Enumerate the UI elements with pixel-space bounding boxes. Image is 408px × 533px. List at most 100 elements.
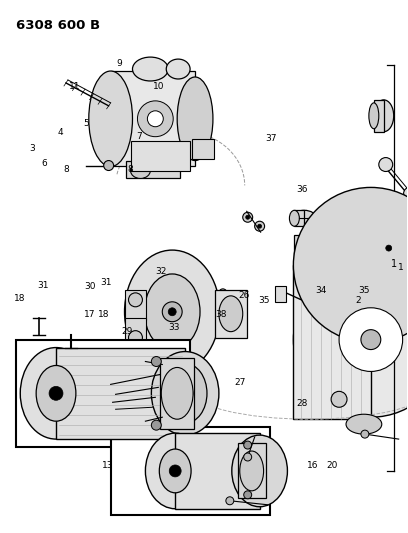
Ellipse shape <box>161 367 193 419</box>
Ellipse shape <box>289 211 299 226</box>
Bar <box>175 433 259 508</box>
Bar <box>111 71 195 166</box>
Circle shape <box>257 224 262 228</box>
Text: 26: 26 <box>206 377 217 386</box>
Text: 14: 14 <box>157 443 169 453</box>
Bar <box>192 139 214 158</box>
Bar <box>238 443 266 498</box>
Ellipse shape <box>20 348 92 439</box>
Text: 7: 7 <box>136 132 142 141</box>
Circle shape <box>211 290 219 298</box>
Ellipse shape <box>369 103 379 129</box>
Circle shape <box>255 221 264 231</box>
Text: 37: 37 <box>265 134 277 143</box>
Ellipse shape <box>346 414 382 434</box>
Ellipse shape <box>145 433 205 508</box>
Circle shape <box>129 293 142 307</box>
Text: 1: 1 <box>390 259 397 269</box>
Text: 15: 15 <box>41 376 53 385</box>
Circle shape <box>243 212 253 222</box>
Circle shape <box>168 308 176 316</box>
Text: 23: 23 <box>157 370 169 379</box>
Text: 27: 27 <box>234 377 245 386</box>
Text: 16: 16 <box>307 461 318 470</box>
Circle shape <box>361 430 369 438</box>
Text: 2: 2 <box>355 296 361 305</box>
Text: 33: 33 <box>168 323 180 332</box>
Circle shape <box>147 111 163 127</box>
Ellipse shape <box>177 77 213 160</box>
Text: 4: 4 <box>58 128 63 138</box>
Text: 24: 24 <box>185 401 197 410</box>
Circle shape <box>382 241 396 255</box>
Circle shape <box>386 245 392 251</box>
Bar <box>124 290 146 320</box>
Circle shape <box>361 330 381 350</box>
Ellipse shape <box>151 352 219 435</box>
Circle shape <box>177 385 193 401</box>
Text: 11: 11 <box>69 82 81 91</box>
Ellipse shape <box>159 449 191 493</box>
Ellipse shape <box>133 57 168 81</box>
Text: 5: 5 <box>84 119 89 128</box>
Circle shape <box>379 158 393 172</box>
Circle shape <box>137 101 173 136</box>
Circle shape <box>339 308 403 372</box>
Bar <box>126 160 180 179</box>
Bar <box>374 100 384 132</box>
Text: 38: 38 <box>215 310 227 319</box>
Ellipse shape <box>293 188 408 343</box>
Bar <box>295 235 344 265</box>
Text: 20: 20 <box>326 461 337 470</box>
Text: 31: 31 <box>100 278 112 287</box>
Ellipse shape <box>131 163 151 179</box>
Text: 1: 1 <box>398 263 404 272</box>
Bar <box>295 211 304 226</box>
Circle shape <box>219 289 227 297</box>
Circle shape <box>226 497 234 505</box>
Bar <box>56 348 185 439</box>
Ellipse shape <box>232 435 287 507</box>
Text: 17: 17 <box>84 310 95 319</box>
Text: 19: 19 <box>105 386 117 395</box>
Text: 26: 26 <box>239 291 250 300</box>
Ellipse shape <box>240 451 264 491</box>
Circle shape <box>169 465 181 477</box>
Ellipse shape <box>89 71 133 166</box>
Text: 10: 10 <box>153 82 164 91</box>
Text: 18: 18 <box>14 294 25 303</box>
Circle shape <box>151 420 161 430</box>
Text: 18: 18 <box>98 310 109 319</box>
Text: 35: 35 <box>358 286 370 295</box>
Ellipse shape <box>293 262 408 417</box>
Text: 3: 3 <box>29 144 35 154</box>
Text: 34: 34 <box>315 286 326 295</box>
Ellipse shape <box>293 211 316 226</box>
Circle shape <box>333 239 341 247</box>
Text: 14: 14 <box>47 408 58 417</box>
Text: 35: 35 <box>258 296 270 305</box>
Text: 8: 8 <box>63 166 69 174</box>
Bar <box>293 265 371 419</box>
Circle shape <box>297 239 305 247</box>
Text: 31: 31 <box>37 280 49 289</box>
Text: 28: 28 <box>296 399 308 408</box>
Circle shape <box>404 188 408 199</box>
Ellipse shape <box>36 366 76 421</box>
Ellipse shape <box>166 59 190 79</box>
Circle shape <box>129 330 142 345</box>
Text: 22: 22 <box>126 368 137 377</box>
Text: 18: 18 <box>263 461 275 470</box>
Bar <box>111 427 270 515</box>
Ellipse shape <box>374 100 394 132</box>
Text: 21: 21 <box>126 394 137 403</box>
Bar <box>131 141 190 171</box>
Circle shape <box>246 215 250 219</box>
Bar <box>124 318 146 348</box>
Text: 13: 13 <box>102 461 113 470</box>
Bar <box>160 358 194 429</box>
Text: 6308 600 B: 6308 600 B <box>16 19 100 33</box>
Ellipse shape <box>305 238 333 262</box>
Bar <box>275 286 286 302</box>
Ellipse shape <box>219 296 243 332</box>
